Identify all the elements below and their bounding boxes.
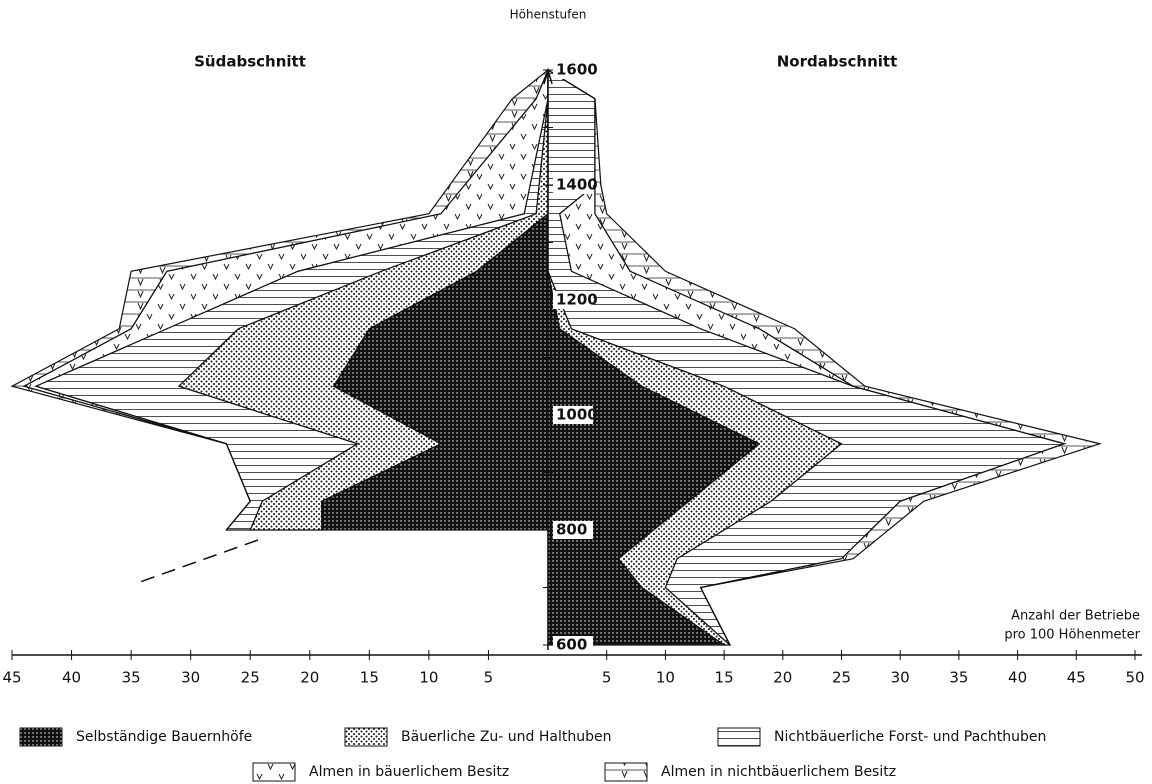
x-axis-title: Anzahl der Betriebe: [1011, 609, 1140, 624]
x-tick-label: 50: [1125, 669, 1144, 687]
legend-label: Almen in nichtbäuerlichem Besitz: [661, 764, 896, 780]
area: [10, 69, 549, 531]
legend-swatch: [344, 727, 388, 747]
y-tick-label: 800: [556, 521, 587, 539]
x-tick-label: 25: [241, 669, 260, 687]
x-tick-label: 30: [181, 669, 200, 687]
y-tick-label-bg: [553, 176, 593, 194]
x-tick-label: 40: [1008, 669, 1027, 687]
x-tick-label: 15: [360, 669, 379, 687]
y-tick-label-bg: [553, 291, 593, 309]
y-tick-label-bg: [553, 521, 593, 539]
x-tick-label: 30: [891, 669, 910, 687]
y-tick-label: 1400: [556, 176, 598, 194]
panel-title: Nordabschnitt: [777, 53, 898, 71]
x-tick-label: 20: [773, 669, 792, 687]
y-tick-label: 600: [556, 636, 587, 654]
legend-swatch: [717, 727, 761, 747]
legend-label: Selbständige Bauernhöfe: [76, 729, 252, 745]
x-tick-label: 45: [2, 669, 21, 687]
y-tick-label: 1600: [556, 61, 598, 79]
x-tick-label: 45: [1067, 669, 1086, 687]
x-tick-label: 25: [832, 669, 851, 687]
y-tick-label-bg: [553, 61, 593, 79]
legend-swatch: [604, 762, 648, 782]
x-tick-label: 5: [602, 669, 612, 687]
legend-label: Nichtbäuerliche Forst- und Pachthuben: [774, 729, 1046, 745]
x-tick-label: 15: [715, 669, 734, 687]
y-tick-label-bg: [553, 406, 593, 424]
legend-label: Bäuerliche Zu- und Halthuben: [401, 729, 612, 745]
x-tick-label: 35: [122, 669, 141, 687]
x-tick-label: 35: [949, 669, 968, 687]
y-tick-label-bg: [553, 636, 593, 654]
y-tick-label: 1000: [556, 406, 598, 424]
x-tick-label: 40: [62, 669, 81, 687]
legend-swatch: [252, 762, 296, 782]
x-tick-label: 10: [656, 669, 675, 687]
x-tick-label: 10: [419, 669, 438, 687]
legend-swatch: [19, 727, 63, 747]
x-axis-title: pro 100 Höhenmeter: [1004, 628, 1140, 643]
y-tick-label: 1200: [556, 291, 598, 309]
y-axis-title: Höhenstufen: [510, 8, 587, 22]
legend-label: Almen in bäuerlichem Besitz: [309, 764, 509, 780]
panel-title: Südabschnitt: [194, 53, 306, 71]
x-tick-label: 20: [300, 669, 319, 687]
area: [547, 69, 1102, 646]
dashed-extension: [139, 539, 259, 583]
x-tick-label: 5: [484, 669, 494, 687]
